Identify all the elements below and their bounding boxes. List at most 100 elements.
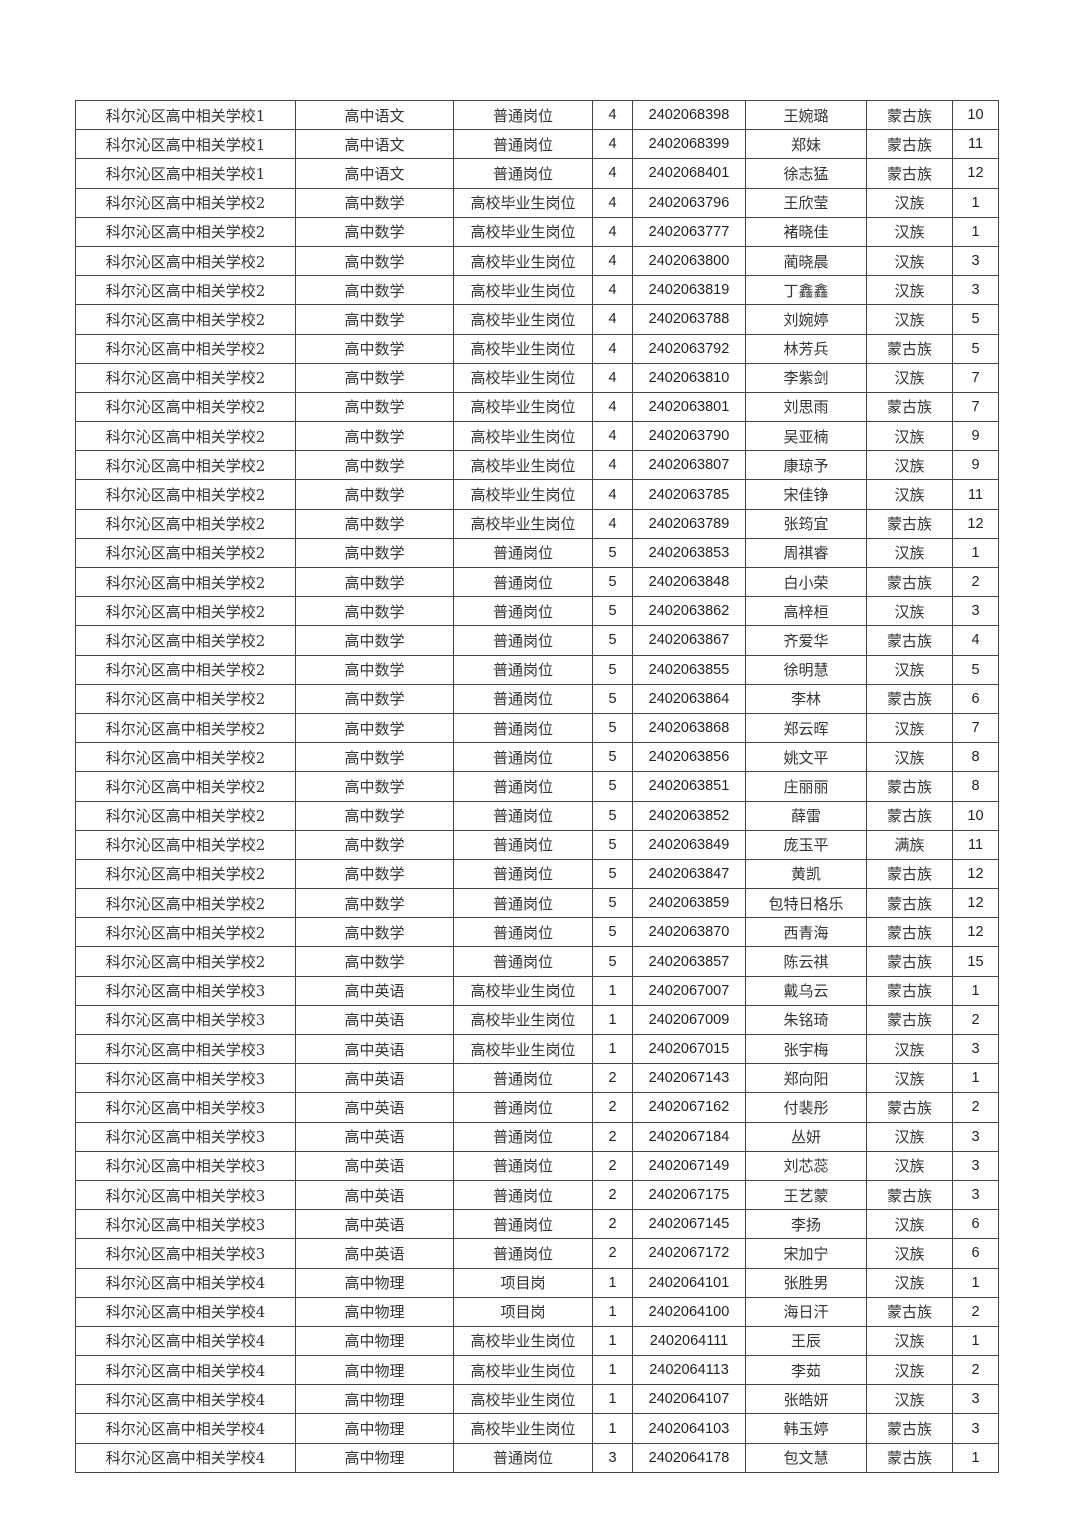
- school-cell: 科尔沁区高中相关学校3: [75, 1092, 296, 1123]
- name-cell: 郑云晖: [745, 712, 867, 744]
- table-row: 科尔沁区高中相关学校3 高中英语 普通岗位 2 2402067145 李扬 汉族 6: [75, 1209, 999, 1240]
- quota-cell: 2: [592, 1121, 633, 1152]
- rank-cell: 4: [952, 625, 999, 656]
- position-type-cell: 高校毕业生岗位: [453, 1004, 593, 1036]
- position-type-cell: 普通岗位: [453, 129, 593, 160]
- name-cell: 王婉璐: [745, 99, 867, 131]
- ethnicity-cell: 汉族: [866, 1238, 953, 1269]
- position-type-cell: 普通岗位: [453, 1150, 593, 1181]
- table-row: 科尔沁区高中相关学校1 高中语文 普通岗位 4 2402068399 郑妹 蒙古族 11: [75, 129, 999, 160]
- ethnicity-cell: 蒙古族: [866, 158, 953, 189]
- ethnicity-cell: 汉族: [866, 596, 953, 627]
- school-cell: 科尔沁区高中相关学校2: [75, 391, 296, 423]
- school-cell: 科尔沁区高中相关学校3: [75, 1121, 296, 1152]
- position-type-cell: 普通岗位: [453, 99, 593, 131]
- exam-id-cell: 2402063853: [632, 537, 746, 569]
- subject-cell: 高中数学: [295, 654, 454, 685]
- subject-cell: 高中语文: [295, 129, 454, 160]
- exam-id-cell: 2402063859: [632, 888, 746, 919]
- exam-id-cell: 2402068398: [632, 99, 746, 131]
- position-type-cell: 普通岗位: [453, 654, 593, 685]
- name-cell: 郑妹: [745, 129, 867, 160]
- rank-cell: 11: [952, 829, 999, 860]
- ethnicity-cell: 蒙古族: [866, 1296, 953, 1327]
- table-row: 科尔沁区高中相关学校2 高中数学 普通岗位 5 2402063848 白小荣 蒙古族 2: [75, 566, 999, 598]
- subject-cell: 高中物理: [295, 1384, 454, 1415]
- name-cell: 吴亚楠: [745, 421, 867, 452]
- school-cell: 科尔沁区高中相关学校3: [75, 1179, 296, 1211]
- name-cell: 郑向阳: [745, 1063, 867, 1094]
- ethnicity-cell: 汉族: [866, 304, 953, 335]
- quota-cell: 5: [592, 771, 633, 802]
- exam-id-cell: 2402063789: [632, 508, 746, 539]
- table-row: 科尔沁区高中相关学校2 高中数学 高校毕业生岗位 4 2402063788 刘婉婷 汉族 5: [75, 304, 999, 335]
- table-row: 科尔沁区高中相关学校2 高中数学 高校毕业生岗位 4 2402063792 林芳兵 蒙古族 5: [75, 333, 999, 364]
- position-type-cell: 普通岗位: [453, 683, 593, 714]
- subject-cell: 高中数学: [295, 829, 454, 860]
- name-cell: 齐爱华: [745, 625, 867, 656]
- quota-cell: 5: [592, 683, 633, 714]
- exam-id-cell: 2402067184: [632, 1121, 746, 1152]
- rank-cell: 7: [952, 362, 999, 393]
- ethnicity-cell: 汉族: [866, 450, 953, 481]
- quota-cell: 1: [592, 1413, 633, 1444]
- exam-id-cell: 2402063792: [632, 333, 746, 364]
- position-type-cell: 普通岗位: [453, 917, 593, 948]
- name-cell: 白小荣: [745, 566, 867, 598]
- name-cell: 林芳兵: [745, 333, 867, 364]
- quota-cell: 4: [592, 216, 633, 247]
- exam-id-cell: 2402063868: [632, 712, 746, 744]
- table-row: 科尔沁区高中相关学校2 高中数学 普通岗位 5 2402063853 周祺睿 汉族 1: [75, 537, 999, 569]
- school-cell: 科尔沁区高中相关学校1: [75, 99, 296, 131]
- rank-cell: 3: [952, 1121, 999, 1152]
- position-type-cell: 高校毕业生岗位: [453, 1033, 593, 1065]
- school-cell: 科尔沁区高中相关学校2: [75, 187, 296, 218]
- table-row: 科尔沁区高中相关学校2 高中数学 普通岗位 5 2402063862 高梓桓 汉族 3: [75, 596, 999, 627]
- rank-cell: 10: [952, 99, 999, 131]
- rank-cell: 1: [952, 1325, 999, 1357]
- subject-cell: 高中物理: [295, 1296, 454, 1327]
- school-cell: 科尔沁区高中相关学校2: [75, 216, 296, 247]
- table-row: 科尔沁区高中相关学校3 高中英语 高校毕业生岗位 1 2402067007 戴乌云 蒙古族 1: [75, 975, 999, 1006]
- table-row: 科尔沁区高中相关学校2 高中数学 普通岗位 5 2402063849 庞玉平 满族 11: [75, 829, 999, 860]
- subject-cell: 高中英语: [295, 1238, 454, 1269]
- rank-cell: 2: [952, 1092, 999, 1123]
- name-cell: 薛雷: [745, 800, 867, 831]
- exam-id-cell: 2402067172: [632, 1238, 746, 1269]
- name-cell: 包特日格乐: [745, 888, 867, 919]
- table-row: 科尔沁区高中相关学校4 高中物理 项目岗 1 2402064101 张胜男 汉族 1: [75, 1267, 999, 1298]
- exam-id-cell: 2402063807: [632, 450, 746, 481]
- school-cell: 科尔沁区高中相关学校1: [75, 158, 296, 189]
- ethnicity-cell: 汉族: [866, 537, 953, 569]
- exam-id-cell: 2402064178: [632, 1442, 746, 1473]
- ethnicity-cell: 满族: [866, 829, 953, 860]
- position-type-cell: 普通岗位: [453, 537, 593, 569]
- subject-cell: 高中数学: [295, 450, 454, 481]
- name-cell: 徐明慧: [745, 654, 867, 685]
- ethnicity-cell: 汉族: [866, 1384, 953, 1415]
- position-type-cell: 普通岗位: [453, 1442, 593, 1473]
- subject-cell: 高中英语: [295, 1179, 454, 1211]
- rank-cell: 9: [952, 421, 999, 452]
- ethnicity-cell: 蒙古族: [866, 975, 953, 1006]
- rank-cell: 3: [952, 1150, 999, 1181]
- table-row: 科尔沁区高中相关学校2 高中数学 高校毕业生岗位 4 2402063819 丁鑫鑫 汉族 3: [75, 275, 999, 306]
- name-cell: 戴乌云: [745, 975, 867, 1006]
- name-cell: 周祺睿: [745, 537, 867, 569]
- exam-id-cell: 2402063857: [632, 946, 746, 977]
- quota-cell: 4: [592, 99, 633, 131]
- name-cell: 刘婉婷: [745, 304, 867, 335]
- school-cell: 科尔沁区高中相关学校2: [75, 917, 296, 948]
- quota-cell: 4: [592, 304, 633, 335]
- rank-cell: 5: [952, 654, 999, 685]
- rank-cell: 1: [952, 1442, 999, 1473]
- rank-cell: 12: [952, 158, 999, 189]
- subject-cell: 高中英语: [295, 975, 454, 1006]
- position-type-cell: 高校毕业生岗位: [453, 975, 593, 1006]
- exam-id-cell: 2402067015: [632, 1033, 746, 1065]
- position-type-cell: 普通岗位: [453, 566, 593, 598]
- school-cell: 科尔沁区高中相关学校2: [75, 362, 296, 393]
- subject-cell: 高中数学: [295, 946, 454, 977]
- position-type-cell: 高校毕业生岗位: [453, 421, 593, 452]
- quota-cell: 5: [592, 858, 633, 890]
